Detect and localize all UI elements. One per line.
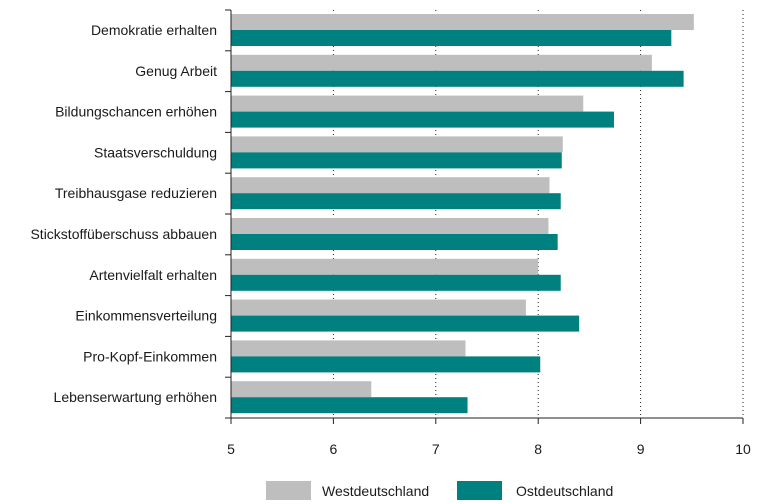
bar-west bbox=[231, 14, 694, 30]
bar-ost bbox=[231, 234, 558, 250]
bar-ost bbox=[231, 274, 561, 291]
bar-ost bbox=[231, 30, 672, 46]
bar-west bbox=[231, 299, 526, 316]
bar-ost bbox=[231, 397, 468, 414]
bar-west bbox=[231, 136, 563, 153]
x-tick-label: 5 bbox=[227, 441, 235, 457]
category-label: Einkommensverteilung bbox=[75, 308, 217, 324]
category-label: Stickstoffüberschuss abbauen bbox=[30, 226, 217, 242]
x-tick-label: 7 bbox=[432, 441, 440, 457]
category-label: Pro-Kopf-Einkommen bbox=[83, 348, 217, 364]
axes bbox=[230, 10, 743, 419]
x-tick-label: 10 bbox=[735, 441, 751, 457]
bar-west bbox=[231, 340, 466, 357]
category-label: Artenvielfalt erhalten bbox=[89, 267, 217, 283]
category-label: Genug Arbeit bbox=[135, 63, 217, 79]
bar-ost bbox=[231, 111, 614, 128]
bar-ost bbox=[231, 315, 580, 332]
x-tick-label: 8 bbox=[534, 441, 542, 457]
bars-group bbox=[231, 14, 694, 414]
bar-west bbox=[231, 218, 549, 234]
bar-west bbox=[231, 54, 652, 71]
bar-ost bbox=[231, 193, 561, 210]
category-label: Staatsverschuldung bbox=[94, 144, 217, 160]
bar-ost bbox=[231, 70, 684, 87]
bar-ost bbox=[231, 356, 541, 373]
x-tick-labels: 5 6 7 8 9 10 bbox=[227, 441, 751, 457]
x-tick-label: 9 bbox=[637, 441, 645, 457]
category-labels: Demokratie erhalten Genug Arbeit Bildungsc… bbox=[30, 22, 217, 405]
bar-west bbox=[231, 95, 584, 112]
bar-west bbox=[231, 177, 550, 194]
legend-swatch-west bbox=[266, 481, 311, 500]
legend-swatch-ost bbox=[457, 481, 502, 500]
legend: Westdeutschland Ostdeutschland bbox=[266, 481, 613, 500]
x-tick-label: 6 bbox=[330, 441, 338, 457]
legend-label-west: Westdeutschland bbox=[322, 483, 429, 499]
legend-label-ost: Ostdeutschland bbox=[516, 483, 613, 499]
category-label: Treibhausgase reduzieren bbox=[55, 185, 217, 201]
bar-west bbox=[231, 381, 372, 398]
category-label: Demokratie erhalten bbox=[91, 22, 217, 38]
bar-ost bbox=[231, 152, 562, 169]
category-label: Lebenserwartung erhöhen bbox=[54, 389, 217, 405]
category-label: Bildungschancen erhöhen bbox=[55, 104, 217, 120]
bar-west bbox=[231, 258, 539, 275]
